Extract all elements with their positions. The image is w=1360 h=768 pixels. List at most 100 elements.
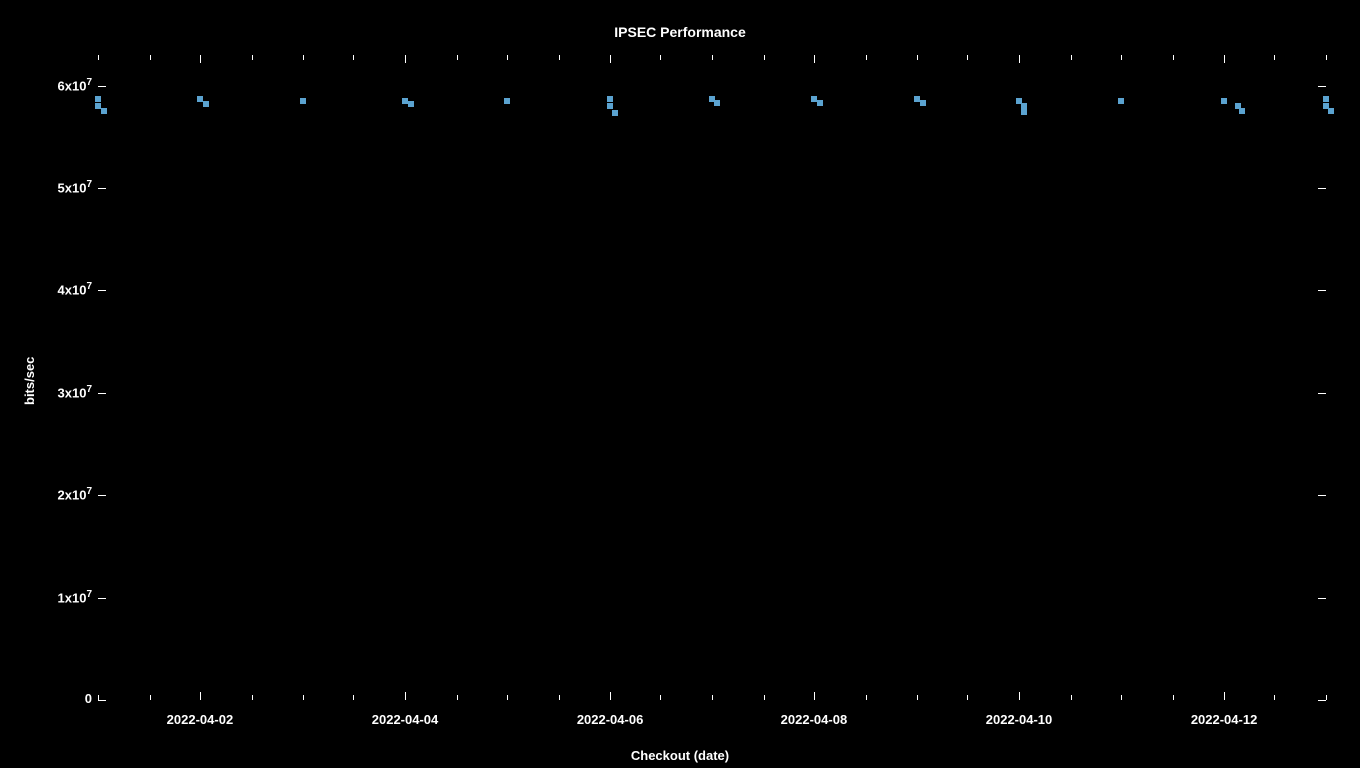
ytick-label: 0: [85, 691, 92, 706]
scatter-point: [1221, 98, 1227, 104]
scatter-point: [203, 101, 209, 107]
xtick-minor-mark: [98, 695, 99, 700]
xtick-minor-mark: [764, 695, 765, 700]
ytick-label: 5x107: [58, 179, 92, 195]
y-axis-label: bits/sec: [22, 357, 37, 405]
xtick-minor-mark: [764, 55, 765, 60]
xtick-minor-mark: [1326, 55, 1327, 60]
xtick-minor-mark: [507, 55, 508, 60]
ytick-mark: [1318, 290, 1326, 291]
scatter-point: [920, 100, 926, 106]
scatter-point: [95, 103, 101, 109]
scatter-point: [504, 98, 510, 104]
chart-title: IPSEC Performance: [0, 24, 1360, 40]
ytick-label: 6x107: [58, 77, 92, 93]
ytick-mark: [98, 700, 106, 701]
scatter-point: [1118, 98, 1124, 104]
xtick-mark: [1224, 55, 1225, 63]
xtick-mark: [200, 55, 201, 63]
xtick-minor-mark: [98, 55, 99, 60]
xtick-label: 2022-04-08: [764, 712, 864, 727]
x-axis-label: Checkout (date): [0, 748, 1360, 763]
xtick-minor-mark: [1326, 695, 1327, 700]
scatter-point: [612, 110, 618, 116]
scatter-point: [607, 103, 613, 109]
xtick-minor-mark: [1173, 695, 1174, 700]
xtick-mark: [405, 692, 406, 700]
ytick-mark: [1318, 86, 1326, 87]
xtick-label: 2022-04-06: [560, 712, 660, 727]
xtick-minor-mark: [1173, 55, 1174, 60]
ytick-mark: [98, 393, 106, 394]
xtick-minor-mark: [917, 55, 918, 60]
xtick-mark: [1224, 692, 1225, 700]
xtick-mark: [1019, 692, 1020, 700]
ytick-label: 1x107: [58, 589, 92, 605]
xtick-minor-mark: [559, 695, 560, 700]
xtick-label: 2022-04-04: [355, 712, 455, 727]
xtick-minor-mark: [303, 55, 304, 60]
ytick-mark: [98, 188, 106, 189]
xtick-minor-mark: [507, 695, 508, 700]
xtick-mark: [610, 692, 611, 700]
xtick-minor-mark: [712, 695, 713, 700]
xtick-minor-mark: [353, 695, 354, 700]
xtick-minor-mark: [1071, 55, 1072, 60]
xtick-minor-mark: [252, 55, 253, 60]
xtick-minor-mark: [866, 695, 867, 700]
scatter-point: [1328, 108, 1334, 114]
scatter-point: [402, 98, 408, 104]
scatter-point: [714, 100, 720, 106]
xtick-minor-mark: [1274, 55, 1275, 60]
xtick-minor-mark: [866, 55, 867, 60]
xtick-minor-mark: [712, 55, 713, 60]
xtick-label: 2022-04-12: [1174, 712, 1274, 727]
scatter-point: [1021, 109, 1027, 115]
ytick-mark: [98, 290, 106, 291]
scatter-point: [1021, 103, 1027, 109]
ytick-label: 2x107: [58, 486, 92, 502]
scatter-point: [408, 101, 414, 107]
xtick-minor-mark: [252, 695, 253, 700]
ytick-label: 3x107: [58, 384, 92, 400]
xtick-minor-mark: [457, 55, 458, 60]
xtick-minor-mark: [917, 695, 918, 700]
scatter-point: [817, 100, 823, 106]
xtick-mark: [405, 55, 406, 63]
xtick-label: 2022-04-10: [969, 712, 1069, 727]
ytick-mark: [98, 495, 106, 496]
xtick-mark: [814, 55, 815, 63]
ytick-mark: [98, 598, 106, 599]
xtick-minor-mark: [967, 55, 968, 60]
xtick-minor-mark: [1121, 695, 1122, 700]
ytick-mark: [1318, 495, 1326, 496]
scatter-point: [914, 96, 920, 102]
scatter-point: [300, 98, 306, 104]
scatter-point: [95, 96, 101, 102]
ytick-mark: [98, 86, 106, 87]
xtick-minor-mark: [559, 55, 560, 60]
scatter-point: [811, 96, 817, 102]
ytick-mark: [1318, 700, 1326, 701]
xtick-minor-mark: [1274, 695, 1275, 700]
xtick-minor-mark: [353, 55, 354, 60]
ytick-label: 4x107: [58, 281, 92, 297]
ipsec-performance-chart: IPSEC Performance bits/sec Checkout (dat…: [0, 0, 1360, 768]
xtick-minor-mark: [1121, 55, 1122, 60]
xtick-minor-mark: [303, 695, 304, 700]
xtick-minor-mark: [150, 695, 151, 700]
xtick-minor-mark: [660, 55, 661, 60]
scatter-point: [607, 96, 613, 102]
xtick-mark: [200, 692, 201, 700]
xtick-mark: [814, 692, 815, 700]
scatter-point: [1239, 108, 1245, 114]
scatter-point: [101, 108, 107, 114]
xtick-minor-mark: [1071, 695, 1072, 700]
ytick-mark: [1318, 393, 1326, 394]
xtick-minor-mark: [457, 695, 458, 700]
ytick-mark: [1318, 598, 1326, 599]
xtick-label: 2022-04-02: [150, 712, 250, 727]
xtick-minor-mark: [660, 695, 661, 700]
xtick-mark: [1019, 55, 1020, 63]
xtick-minor-mark: [967, 695, 968, 700]
